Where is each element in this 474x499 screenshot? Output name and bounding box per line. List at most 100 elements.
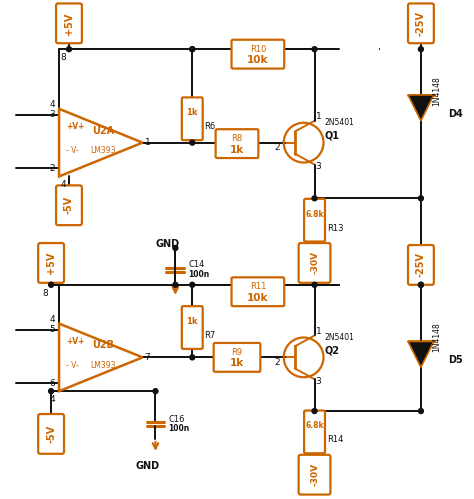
Text: R11: R11: [250, 282, 266, 291]
FancyBboxPatch shape: [408, 245, 434, 285]
FancyBboxPatch shape: [231, 40, 284, 68]
Text: 2: 2: [49, 164, 55, 173]
FancyBboxPatch shape: [56, 3, 82, 43]
FancyBboxPatch shape: [216, 129, 258, 158]
Text: LM393: LM393: [90, 361, 116, 370]
Text: -5V: -5V: [46, 425, 56, 443]
Circle shape: [173, 282, 178, 287]
Text: 1: 1: [145, 138, 150, 147]
Text: 4: 4: [49, 100, 55, 109]
Text: +V+: +V+: [66, 122, 84, 131]
Text: U2B: U2B: [92, 340, 114, 350]
Text: R9: R9: [231, 348, 243, 357]
Text: 10k: 10k: [247, 293, 269, 303]
Text: 6: 6: [49, 379, 55, 388]
Text: +V+: +V+: [66, 337, 84, 346]
Bar: [191, 49, 193, 99]
Text: C16: C16: [168, 415, 185, 424]
Circle shape: [66, 47, 72, 52]
Circle shape: [419, 282, 423, 287]
FancyBboxPatch shape: [214, 343, 260, 372]
Text: -5V: -5V: [64, 196, 74, 215]
Text: 2N5401: 2N5401: [325, 333, 355, 342]
Text: C14: C14: [188, 260, 205, 269]
Text: 1N4148: 1N4148: [432, 76, 441, 106]
Circle shape: [419, 282, 423, 287]
Circle shape: [312, 196, 317, 201]
Text: R8: R8: [231, 134, 243, 143]
Circle shape: [419, 47, 423, 52]
Circle shape: [419, 409, 423, 414]
Circle shape: [312, 47, 317, 52]
Text: 2: 2: [274, 358, 280, 367]
FancyBboxPatch shape: [299, 243, 330, 283]
Text: 10k: 10k: [247, 55, 269, 65]
Text: 1: 1: [316, 112, 321, 121]
Text: 1k: 1k: [230, 145, 244, 155]
Text: - V-: - V-: [66, 361, 79, 370]
Text: 1k: 1k: [186, 317, 198, 326]
Text: 1k: 1k: [186, 108, 198, 117]
Text: 2: 2: [274, 143, 280, 152]
Text: 3: 3: [316, 377, 321, 386]
Text: 6.8k: 6.8k: [305, 210, 324, 219]
FancyBboxPatch shape: [299, 455, 330, 495]
Text: -25V: -25V: [416, 252, 426, 277]
Text: +5V: +5V: [46, 251, 56, 274]
Circle shape: [49, 282, 54, 287]
Bar: [69, 46, 379, 52]
Text: 4: 4: [60, 181, 66, 190]
Text: 6.8k: 6.8k: [305, 422, 324, 431]
Text: -30V: -30V: [310, 463, 319, 486]
Text: 1: 1: [316, 327, 321, 336]
Circle shape: [190, 140, 195, 145]
Circle shape: [173, 246, 178, 250]
Text: D4: D4: [448, 109, 463, 119]
Circle shape: [419, 196, 423, 201]
Text: 3: 3: [49, 110, 55, 119]
Text: -30V: -30V: [310, 251, 319, 274]
Text: 100n: 100n: [168, 425, 190, 434]
FancyBboxPatch shape: [56, 185, 82, 225]
Text: 8: 8: [60, 53, 66, 62]
Text: Q2: Q2: [325, 345, 339, 355]
Text: R6: R6: [204, 122, 216, 131]
FancyBboxPatch shape: [182, 97, 203, 140]
Text: R13: R13: [328, 224, 344, 233]
Text: - V-: - V-: [66, 146, 79, 155]
Polygon shape: [408, 341, 434, 367]
Text: GND: GND: [155, 239, 180, 249]
Circle shape: [190, 47, 195, 52]
Text: 5: 5: [49, 325, 55, 334]
Text: 8: 8: [42, 289, 48, 298]
Text: 1k: 1k: [230, 358, 244, 368]
Text: 4: 4: [49, 315, 55, 324]
Text: 7: 7: [145, 353, 150, 362]
Text: +5V: +5V: [64, 12, 74, 34]
Text: 1N4148: 1N4148: [432, 323, 441, 352]
Text: GND: GND: [136, 461, 160, 471]
Text: R14: R14: [328, 436, 344, 445]
Circle shape: [312, 409, 317, 414]
Text: R7: R7: [204, 331, 216, 340]
FancyBboxPatch shape: [304, 411, 325, 453]
FancyBboxPatch shape: [38, 414, 64, 454]
Text: Q1: Q1: [325, 131, 339, 141]
Text: 2N5401: 2N5401: [325, 118, 355, 127]
Text: D5: D5: [448, 355, 463, 365]
Circle shape: [153, 389, 158, 394]
Circle shape: [49, 389, 54, 394]
Text: U2A: U2A: [92, 126, 114, 136]
Text: -25V: -25V: [416, 11, 426, 36]
Text: 100n: 100n: [188, 270, 210, 279]
FancyBboxPatch shape: [231, 277, 284, 306]
FancyBboxPatch shape: [182, 306, 203, 349]
Text: R10: R10: [250, 45, 266, 54]
Text: 3: 3: [316, 162, 321, 171]
Text: 4: 4: [49, 395, 55, 404]
Circle shape: [312, 282, 317, 287]
FancyBboxPatch shape: [304, 199, 325, 242]
Circle shape: [190, 355, 195, 360]
Polygon shape: [408, 95, 434, 121]
FancyBboxPatch shape: [38, 243, 64, 283]
